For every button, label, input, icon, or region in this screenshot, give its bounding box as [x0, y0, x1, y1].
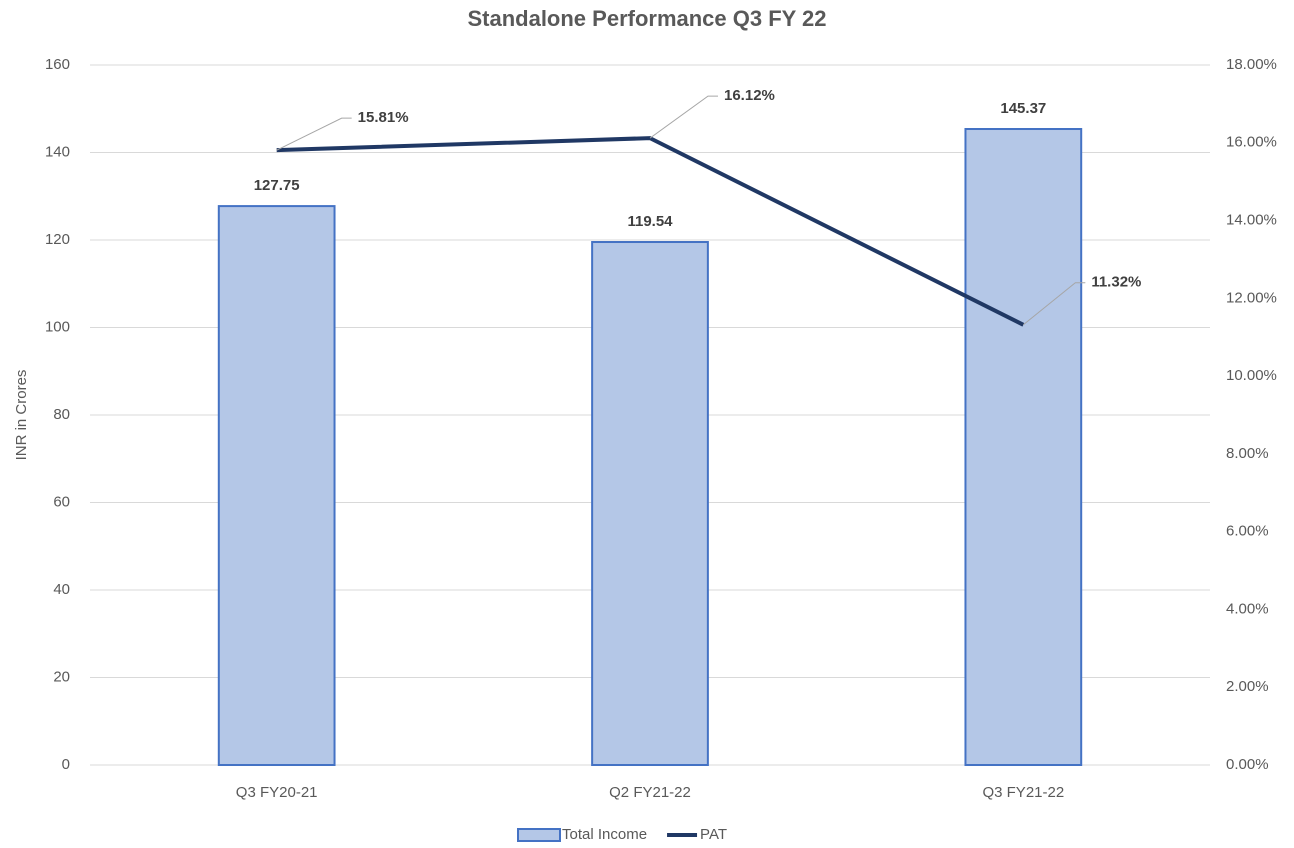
legend-label: Total Income: [562, 826, 647, 843]
y-tick-label: 80: [53, 406, 70, 423]
bar: [964, 128, 1083, 767]
y-tick-label: 60: [53, 493, 70, 510]
y2-tick-label: 16.00%: [1226, 134, 1277, 151]
y-axis-label: INR in Crores: [13, 370, 30, 461]
y-tick-label: 0: [62, 756, 70, 773]
y-tick-label: 20: [53, 668, 70, 685]
x-tick-label: Q3 FY21-22: [982, 784, 1064, 801]
y2-tick-label: 2.00%: [1226, 678, 1269, 695]
bar-value-label: 119.54: [627, 213, 673, 230]
y-tick-label: 160: [45, 56, 70, 73]
legend-swatch: [517, 828, 561, 842]
leader-line: [1023, 282, 1086, 326]
line-value-label: 16.12%: [724, 87, 775, 104]
y2-tick-label: 12.00%: [1226, 289, 1277, 306]
bar-value-label: 145.37: [1000, 100, 1046, 117]
y2-tick-label: 14.00%: [1226, 212, 1277, 229]
bar: [591, 241, 709, 766]
bar: [217, 205, 336, 766]
chart-title: Standalone Performance Q3 FY 22: [467, 6, 826, 31]
y2-tick-label: 18.00%: [1226, 56, 1277, 73]
y-tick-label: 120: [45, 231, 70, 248]
y2-tick-label: 8.00%: [1226, 445, 1269, 462]
y2-tick-label: 0.00%: [1226, 756, 1269, 773]
leader-line: [276, 117, 352, 151]
x-tick-label: Q2 FY21-22: [609, 784, 691, 801]
y-tick-label: 40: [53, 581, 70, 598]
x-tick-label: Q3 FY20-21: [236, 784, 318, 801]
y2-tick-label: 6.00%: [1226, 523, 1269, 540]
y-tick-label: 100: [45, 318, 70, 335]
line-value-label: 15.81%: [358, 109, 409, 126]
y2-tick-label: 10.00%: [1226, 367, 1277, 384]
line-value-label: 11.32%: [1091, 274, 1141, 291]
y-tick-label: 140: [45, 143, 70, 160]
bar-value-label: 127.75: [254, 177, 300, 194]
y2-tick-label: 4.00%: [1226, 600, 1269, 617]
leader-line: [649, 95, 718, 139]
legend-label: PAT: [700, 826, 727, 843]
